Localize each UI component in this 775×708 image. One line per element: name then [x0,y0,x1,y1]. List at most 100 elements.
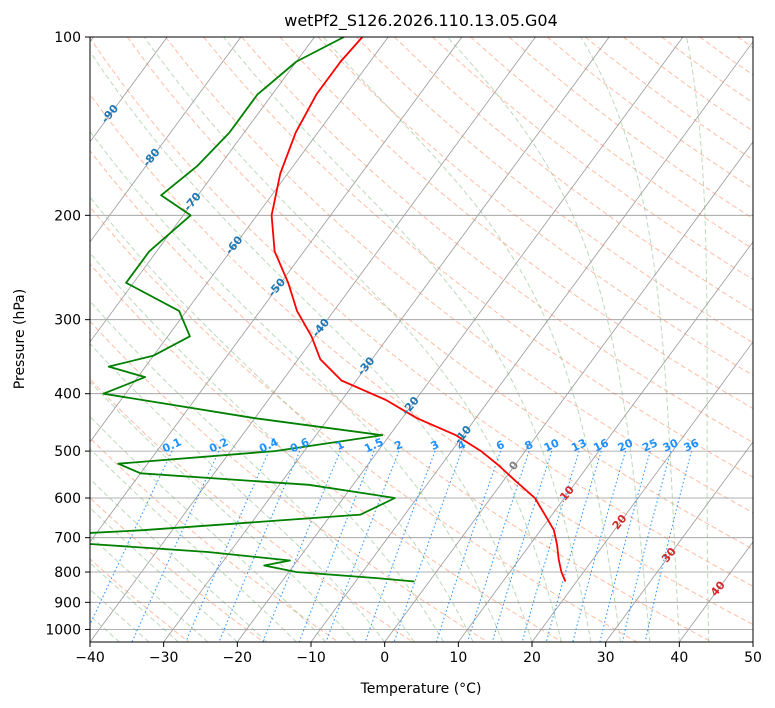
isotherm-label: -60 [223,233,246,257]
y-tick-label: 700 [54,531,81,547]
moist-adiabat [90,381,356,642]
mixing-ratio-label: 10 [542,436,562,454]
x-tick-label: 40 [670,650,688,666]
isotherm [90,37,315,343]
mixing-ratio-line [325,450,400,642]
isotherm-label: -30 [355,354,378,378]
isotherm-label: 0 [506,458,521,472]
moist-adiabat [322,37,621,642]
dry-adiabat [90,93,753,626]
mixing-ratio-label: 36 [682,436,702,454]
x-tick-label: −40 [75,650,105,666]
moist-adiabat [686,37,710,642]
x-tick-label: −10 [296,650,326,666]
mixing-ratio-label: 16 [591,436,611,454]
mixing-ratio-label: 25 [640,436,659,454]
dry-adiabat [241,37,753,444]
dry-adiabat [126,37,753,550]
x-tick-label: 0 [380,650,389,666]
moist-adiabat [90,478,268,642]
mixing-ratio-line [545,450,602,642]
moist-adiabat [90,50,533,642]
isotherm [90,37,389,443]
moist-adiabat [143,37,562,642]
moist-adiabat [90,130,503,642]
isotherm [163,37,610,642]
isotherm-label: -90 [99,102,122,126]
series-lines [90,37,567,583]
moist-adiabat [447,37,651,642]
dewpoint-line [90,37,415,583]
moist-adiabat [90,252,445,642]
mixing-ratio-line [644,450,692,642]
isotherm [752,641,753,642]
isotherm [236,37,684,642]
mixing-ratio-line [393,450,463,642]
mixing-ratio-label: 13 [569,436,588,454]
isotherm [384,141,753,642]
y-tick-label: 600 [54,491,81,507]
mixing-ratio-line [364,450,436,642]
moist-adiabat [90,534,209,642]
dry-adiabat [279,37,753,410]
isotherm [531,341,753,642]
background-lines [90,37,753,642]
mixing-ratio-label: 0.6 [288,435,311,455]
moist-adiabat [223,37,592,642]
moist-adiabat [90,196,474,642]
dry-adiabat [546,37,753,190]
mixing-ratio-line [435,450,502,642]
y-tick-label: 1000 [45,622,81,638]
mixing-ratio-label: 0.1 [160,435,183,455]
isotherm-label: -50 [265,275,288,299]
mixing-ratio-label: 0.4 [257,435,280,455]
y-tick-label: 500 [54,444,81,460]
dry-adiabat [432,37,753,281]
y-axis: 100 200 300 400 500 600 700 800 900 1000 [45,30,90,638]
mixing-ratio-label: 0.2 [207,435,230,455]
y-axis-label: Pressure (hPa) [12,289,28,389]
x-axis-label: Temperature (°C) [360,681,482,697]
mixing-ratio-line [131,450,220,642]
isotherm-label: 10 [557,483,577,503]
mixing-ratio-line [491,450,553,642]
dry-adiabat [355,37,753,344]
x-axis: −40 −30 −20 −10 0 10 20 30 40 50 [75,642,762,666]
isotherm [90,37,168,143]
x-tick-label: 30 [597,650,615,666]
moist-adiabat [90,415,327,642]
x-tick-label: −20 [223,650,253,666]
mixing-ratio-line [621,450,672,642]
dry-adiabat [394,37,753,312]
dry-adiabat [737,37,753,49]
dry-adiabat [90,149,712,642]
dry-adiabat [90,497,264,642]
plot-frame [89,36,754,643]
x-tick-label: −30 [149,650,179,666]
mixing-ratio-label: 20 [616,436,636,454]
chart-title: wetPf2_S126.2026.110.13.05.G04 [284,11,558,31]
dry-adiabat [661,37,753,104]
x-tick-label: 50 [744,650,762,666]
dry-adiabat [699,37,753,76]
y-tick-label: 100 [54,30,81,46]
mixing-ratio-line [467,450,530,642]
mixing-ratio-line [521,450,580,642]
moist-adiabat [90,447,297,642]
line-labels: -100-90-80-70-60-50-40-30-20-10010203040… [99,102,728,599]
x-tick-label: 10 [449,650,467,666]
moist-adiabat [90,300,415,642]
isotherm-label: -80 [140,146,163,170]
mixing-ratio-label: 30 [661,436,681,454]
isotherm [90,37,242,243]
dry-adiabat [470,37,753,250]
isotherm-label: 40 [708,578,728,598]
temperature-line [270,37,567,582]
y-tick-label: 300 [54,313,81,329]
dry-adiabat [90,263,563,642]
dry-adiabat [90,37,753,587]
isotherm [605,441,753,642]
dry-adiabat [90,320,488,642]
mixing-ratio-line [572,450,626,642]
